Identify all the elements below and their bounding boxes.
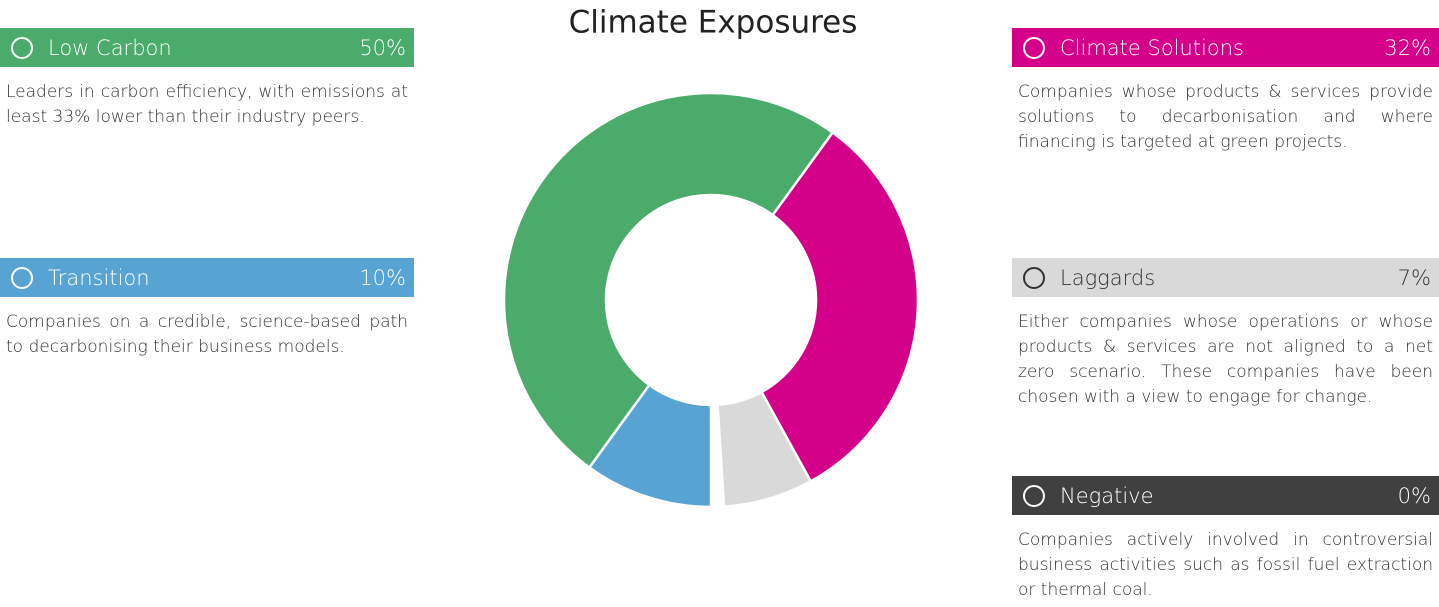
legend-description: Either companies whose operations or who…	[1018, 312, 1433, 407]
legend-value: 0%	[1397, 483, 1431, 508]
legend-name: Climate Solutions	[1060, 35, 1244, 60]
legend-header: Climate Solutions 32%	[1012, 28, 1439, 67]
icon-circle	[1023, 266, 1045, 289]
legend-icon	[1023, 36, 1045, 59]
icon-circle	[11, 36, 33, 59]
legend-icon	[11, 266, 33, 289]
legend-header: Transition 10%	[0, 258, 414, 297]
legend-name: Low Carbon	[48, 35, 172, 60]
legend-icon	[1023, 484, 1045, 507]
icon-circle	[1023, 484, 1045, 507]
icon-circle	[1023, 36, 1045, 59]
legend-icon	[11, 36, 33, 59]
chart-title: Climate Exposures	[569, 5, 858, 41]
legend-icon	[1023, 266, 1045, 289]
legend-description: Companies whose products & services prov…	[1018, 82, 1433, 152]
legend-description: Leaders in carbon efficiency, with emiss…	[6, 82, 408, 127]
legend-name: Negative	[1060, 483, 1154, 508]
legend-value: 10%	[359, 265, 406, 290]
icon-circle	[11, 266, 33, 289]
legend-description: Companies on a credible, science-based p…	[6, 312, 408, 357]
legend-header: Low Carbon 50%	[0, 28, 414, 67]
legend-value: 7%	[1397, 265, 1431, 290]
legend-description: Companies actively involved in controver…	[1018, 530, 1433, 600]
donut-slice	[759, 130, 920, 484]
legend-value: 50%	[359, 35, 406, 60]
legend-header: Laggards 7%	[1012, 258, 1439, 297]
legend-value: 32%	[1384, 35, 1431, 60]
donut-slice	[502, 91, 835, 470]
legend-name: Transition	[48, 265, 150, 290]
legend-name: Laggards	[1060, 265, 1156, 290]
legend-header: Negative 0%	[1012, 476, 1439, 515]
donut-slice	[716, 390, 813, 508]
